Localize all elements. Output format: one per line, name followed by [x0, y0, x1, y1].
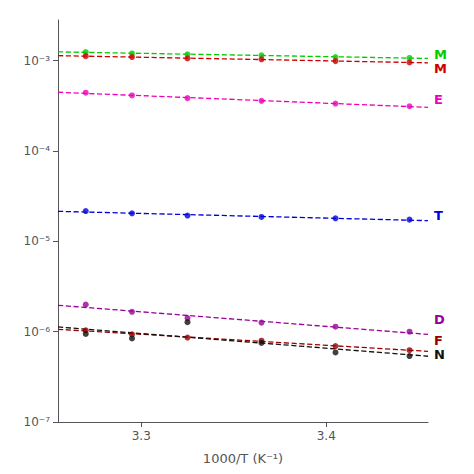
- svg-text:10⁻⁷: 10⁻⁷: [24, 415, 51, 429]
- svg-text:E: E: [434, 92, 443, 107]
- svg-text:10⁻³: 10⁻³: [24, 54, 51, 68]
- svg-text:T: T: [434, 208, 443, 223]
- svg-text:M: M: [434, 61, 447, 76]
- svg-text:F: F: [434, 333, 443, 348]
- svg-text:10⁻⁶: 10⁻⁶: [24, 325, 51, 339]
- svg-text:10⁻⁴: 10⁻⁴: [24, 144, 51, 158]
- svg-text:3.4: 3.4: [317, 429, 336, 443]
- svg-text:1000/T (K⁻¹): 1000/T (K⁻¹): [203, 451, 283, 466]
- svg-text:D: D: [434, 312, 445, 327]
- svg-text:N: N: [434, 347, 445, 362]
- svg-text:M: M: [434, 47, 447, 62]
- svg-text:3.3: 3.3: [132, 429, 151, 443]
- svg-text:10⁻⁵: 10⁻⁵: [24, 234, 51, 248]
